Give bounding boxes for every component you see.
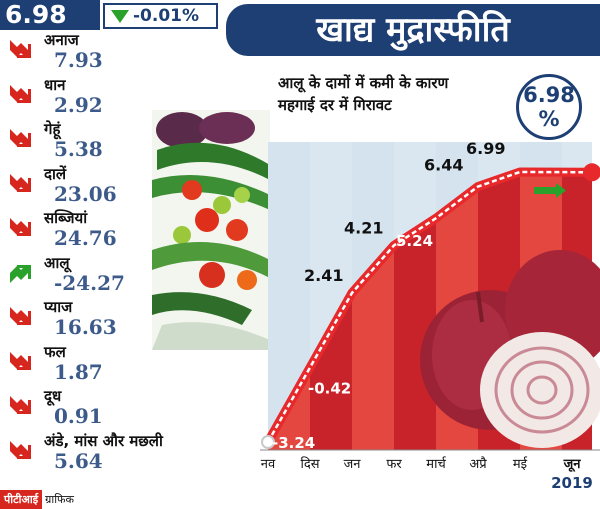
x-axis: नव दिस जन फर मार्च अप्रै मई जून 2019	[260, 449, 600, 492]
x-tick-label: फर	[386, 457, 402, 472]
category-name: आलू	[44, 253, 70, 272]
chart-caption: आलू के दामों में कमी के कारण महगाई दर मे…	[278, 72, 518, 116]
data-label: -3.24	[272, 434, 315, 452]
category-name: अंडे, मांस और मछली	[44, 431, 163, 450]
down-arrow-icon	[10, 129, 31, 147]
down-arrow-icon	[10, 84, 31, 103]
category-item: दूध 0.91	[0, 387, 150, 432]
source-label: पीटीआई	[0, 490, 43, 509]
badge-value: 6.98	[523, 83, 575, 107]
category-name: दूध	[44, 387, 62, 405]
category-value: 5.38	[54, 137, 103, 161]
down-triangle-icon	[111, 9, 129, 23]
category-value: 5.64	[54, 448, 103, 473]
category-value: 16.63	[54, 315, 117, 339]
category-name: सब्जियां	[44, 209, 88, 227]
current-value-badge: 6.98 %	[516, 74, 582, 140]
category-item: दालें 23.06	[0, 164, 150, 210]
chart-line-layer	[261, 163, 600, 449]
change-badge: -0.01%	[103, 3, 218, 29]
category-value: 23.06	[54, 181, 117, 206]
data-label: 6.44	[424, 156, 463, 175]
x-tick-label: नव	[261, 457, 276, 472]
category-name: गेहूं	[44, 120, 61, 138]
x-tick-label: जून	[563, 457, 582, 472]
category-name: धान	[44, 75, 66, 94]
down-arrow-icon	[10, 351, 31, 370]
down-arrow-icon	[10, 173, 31, 192]
chart-column-fill	[352, 245, 394, 450]
up-arrow-icon	[10, 264, 31, 283]
x-tick-label: अप्रै	[469, 456, 487, 472]
caption-line-1: आलू के दामों में कमी के कारण	[278, 74, 449, 92]
category-item: प्याज 16.63	[0, 298, 150, 343]
page-title: खाद्य मुद्रास्फीति	[226, 4, 600, 56]
category-item: आलू -24.27	[0, 253, 150, 299]
category-item: अनाज 7.93	[0, 31, 150, 76]
category-name: अनाज	[44, 31, 79, 49]
headline-value: 6.98	[0, 0, 100, 30]
data-point	[583, 163, 600, 182]
data-label: 5.24	[396, 232, 433, 250]
change-value: -0.01%	[133, 6, 200, 26]
category-value: 2.92	[54, 92, 103, 117]
category-value: 7.93	[54, 48, 103, 72]
right-arrow-icon	[534, 183, 566, 198]
down-arrow-icon	[10, 40, 31, 58]
category-item: गेहूं 5.38	[0, 120, 150, 165]
category-list: अनाज 7.93 धान 2.92 गेहूं 5.38 दालें 23.06 सब्जिय…	[0, 31, 163, 480]
down-arrow-icon	[10, 440, 31, 459]
vegetables-image	[152, 110, 270, 350]
chart-column-fill	[394, 218, 436, 450]
source-suffix: ग्राफिक	[45, 493, 74, 506]
category-value: 1.87	[54, 359, 103, 384]
year-label: 2019	[551, 474, 593, 492]
down-arrow-icon	[10, 396, 31, 414]
series-line-inner	[266, 170, 593, 443]
down-arrow-icon	[10, 218, 31, 236]
category-value: 0.91	[54, 404, 103, 428]
category-item: फल 1.87	[0, 342, 150, 388]
chart-column-fill	[310, 292, 352, 450]
data-label: 4.21	[344, 218, 383, 237]
x-tick-label: दिस	[300, 456, 319, 472]
category-item: धान 2.92	[0, 75, 150, 121]
data-label: 2.41	[304, 266, 343, 285]
caption-line-2: महगाई दर में गिरावट	[278, 96, 392, 114]
category-item: सब्जियां 24.76	[0, 209, 150, 254]
down-arrow-icon	[10, 307, 31, 325]
x-tick-label: मार्च	[426, 456, 446, 472]
category-value: 24.76	[54, 226, 117, 250]
data-label: 6.99	[466, 139, 505, 158]
inflation-line-chart: -3.24 -0.42 2.41 4.21 5.24 6.446.99 नव दिस जन फर…	[260, 139, 600, 492]
category-name: प्याज	[44, 298, 73, 316]
x-tick-label: मई	[513, 456, 528, 472]
category-value: -24.27	[54, 270, 125, 295]
onion-image	[420, 250, 600, 448]
chart-labels-layer: -3.24 -0.42 2.41 4.21 5.24 6.446.99	[272, 139, 505, 452]
source-credit: पीटीआई ग्राफिक	[0, 488, 130, 509]
category-item: अंडे, मांस और मछली 5.64	[0, 432, 163, 477]
data-point	[261, 435, 275, 449]
data-label: -0.42	[308, 380, 351, 398]
badge-unit: %	[538, 107, 560, 131]
x-tick-label: जन	[344, 457, 362, 472]
category-name: फल	[44, 342, 66, 361]
category-name: दालें	[44, 164, 67, 183]
